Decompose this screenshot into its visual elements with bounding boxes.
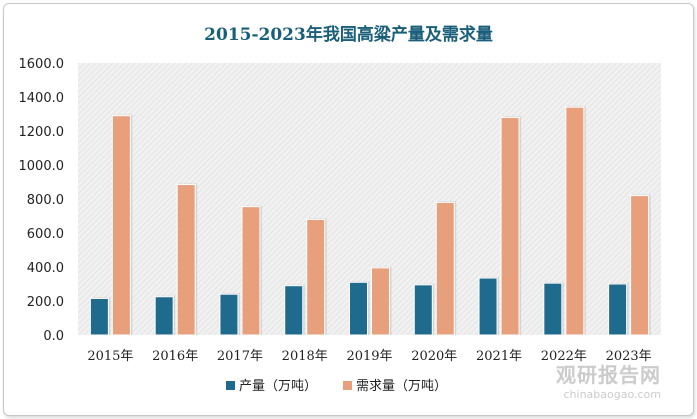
bar-production: [89, 297, 109, 336]
y-tick-label: 1400.0: [19, 91, 65, 106]
y-tick-label: 1200.0: [19, 125, 65, 140]
bar-demand: [565, 106, 585, 336]
legend-swatch: [226, 381, 235, 390]
bar-production: [413, 284, 433, 336]
watermark-main: 观研报告网: [556, 363, 661, 387]
legend-swatch: [343, 381, 352, 390]
watermark-sub: chinabaogao.com: [563, 388, 662, 401]
legend-label: 产量（万吨）: [239, 379, 317, 394]
y-tick-label: 1000.0: [19, 159, 65, 174]
legend-label: 需求量（万吨）: [356, 379, 447, 394]
bar-production: [154, 296, 174, 336]
y-tick-label: 200.0: [27, 295, 64, 310]
bar-production: [219, 293, 239, 336]
bar-demand: [371, 267, 390, 336]
x-tick-label: 2015年: [87, 349, 133, 364]
x-tick-label: 2022年: [541, 349, 587, 364]
x-tick-label: 2020年: [411, 349, 457, 364]
bar-production: [478, 277, 498, 336]
chart-title: 2015-2023年我国高粱产量及需求量: [204, 25, 493, 45]
bar-demand: [500, 116, 520, 336]
bar-production: [284, 285, 304, 336]
x-tick-label: 2017年: [217, 349, 263, 364]
y-tick-label: 800.0: [27, 193, 64, 208]
x-tick-label: 2019年: [346, 349, 392, 364]
x-tick-label: 2021年: [476, 349, 522, 364]
bar-production: [543, 282, 563, 336]
watermark: 观研报告网 chinabaogao.com: [556, 359, 661, 401]
bar-demand: [176, 184, 196, 336]
x-tick-label: 2018年: [282, 349, 328, 364]
y-tick-label: 1600.0: [19, 57, 65, 72]
bar-demand: [435, 201, 455, 336]
x-tick-label: 2016年: [152, 349, 198, 364]
bar-production: [608, 283, 628, 336]
bar-demand: [241, 206, 261, 336]
bar-demand: [630, 195, 650, 336]
bar-demand: [306, 218, 326, 336]
bar-production: [349, 281, 368, 336]
x-tick-label: 2023年: [606, 349, 652, 364]
y-tick-label: 400.0: [27, 261, 64, 276]
y-tick-label: 0.0: [43, 329, 64, 344]
y-tick-label: 600.0: [27, 227, 64, 242]
bar-demand: [111, 115, 131, 336]
